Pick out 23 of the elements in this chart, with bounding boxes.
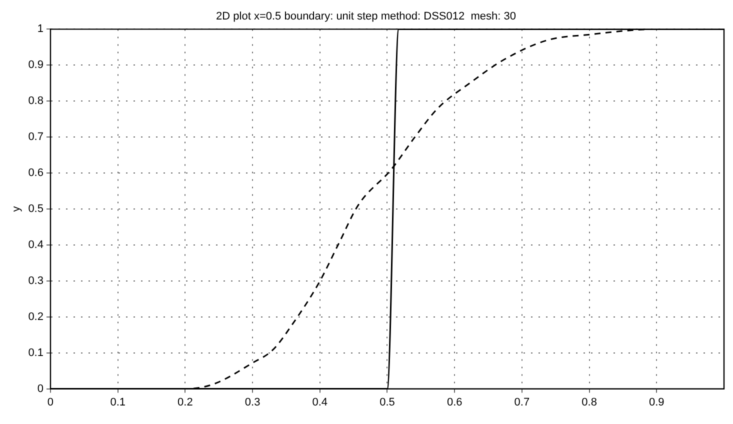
x-tick-label: 0	[47, 396, 54, 408]
y-tick-label: 0.7	[28, 131, 44, 144]
y-tick-label: 0.5	[28, 203, 44, 216]
y-tick-label: 1	[37, 23, 44, 36]
y-tick-label: 0.8	[28, 95, 44, 108]
x-tick-label: 0.1	[110, 396, 126, 408]
x-tick-label: 0.2	[178, 396, 193, 408]
y-axis-title: y	[10, 206, 23, 212]
y-tick-label: 0.2	[28, 310, 44, 323]
chart-title: 2D plot x=0.5 boundary: unit step method: DSS012 mesh: 30	[216, 10, 516, 23]
y-tick-label: 0.4	[28, 238, 44, 251]
x-tick-label: 0.4	[312, 396, 328, 408]
y-tick-label: 0.9	[28, 59, 44, 72]
x-tick-label: 0.3	[244, 396, 260, 408]
x-tick-label: 0.7	[514, 396, 530, 408]
x-tick-label: 0.9	[649, 396, 664, 408]
y-tick-label: 0.1	[28, 346, 44, 359]
y-tick-label: 0.6	[28, 167, 44, 180]
x-tick-label: 0.8	[582, 396, 597, 408]
x-tick-label: 0.5	[380, 396, 395, 408]
x-tick-label: 0.6	[446, 396, 462, 408]
y-tick-label: 0	[37, 382, 44, 395]
y-tick-label: 0.3	[28, 274, 44, 287]
